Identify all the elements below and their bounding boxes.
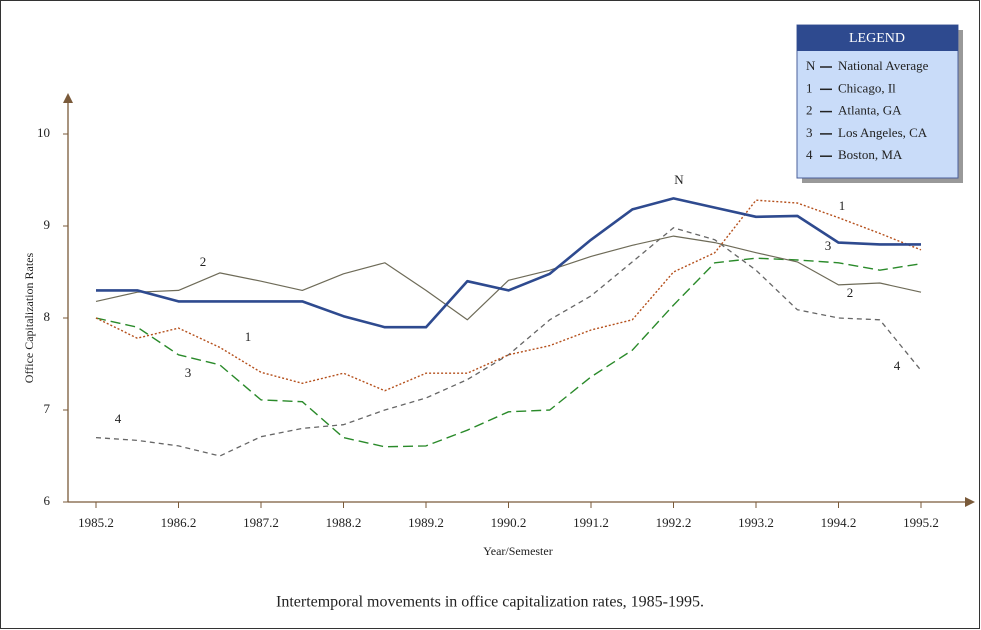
legend-key: 1 — [806, 80, 813, 95]
legend-name: National Average — [838, 58, 929, 73]
line-label: 1 — [245, 329, 252, 344]
y-tick-label: 10 — [37, 125, 50, 140]
legend-key: 2 — [806, 103, 813, 118]
x-tick-label: 1990.2 — [491, 515, 527, 530]
legend-title: LEGEND — [849, 31, 905, 46]
x-axis-arrow — [965, 497, 975, 507]
legend-name: Los Angeles, CA — [838, 125, 928, 140]
x-tick-label: 1995.2 — [903, 515, 939, 530]
x-tick-label: 1993.2 — [738, 515, 774, 530]
legend-key: 3 — [806, 125, 813, 140]
legend-key: 4 — [806, 147, 813, 162]
line-label: 3 — [185, 365, 192, 380]
legend-name: Boston, MA — [838, 147, 903, 162]
x-tick-label: 1986.2 — [161, 515, 197, 530]
y-tick-label: 6 — [44, 493, 51, 508]
y-tick-label: 7 — [44, 401, 51, 416]
x-tick-label: 1992.2 — [656, 515, 692, 530]
line-label: 3 — [825, 238, 832, 253]
x-tick-label: 1985.2 — [78, 515, 114, 530]
legend-name: Atlanta, GA — [838, 103, 902, 118]
line-label: N — [674, 172, 684, 187]
line-label: 1 — [839, 198, 846, 213]
legend-header — [797, 25, 958, 51]
x-tick-label: 1988.2 — [326, 515, 362, 530]
x-tick-label: 1987.2 — [243, 515, 279, 530]
x-axis-title: Year/Semester — [483, 544, 552, 558]
line-label: 2 — [847, 285, 854, 300]
y-tick-label: 8 — [44, 309, 51, 324]
y-tick-label: 9 — [44, 217, 51, 232]
line-label: 4 — [115, 411, 122, 426]
x-tick-label: 1989.2 — [408, 515, 444, 530]
line-label: 2 — [200, 254, 207, 269]
series-line — [96, 197, 921, 329]
series-line — [95, 227, 922, 457]
legend-key: N — [806, 58, 816, 73]
legend-name: Chicago, Il — [838, 80, 896, 95]
y-axis-arrow — [63, 93, 73, 103]
x-tick-label: 1994.2 — [821, 515, 857, 530]
y-axis-title: Office Capitalization Rates — [22, 252, 36, 383]
caption: Intertemporal movements in office capita… — [276, 594, 704, 611]
series-line — [95, 235, 922, 321]
x-tick-label: 1991.2 — [573, 515, 609, 530]
line-label: 4 — [894, 358, 901, 373]
